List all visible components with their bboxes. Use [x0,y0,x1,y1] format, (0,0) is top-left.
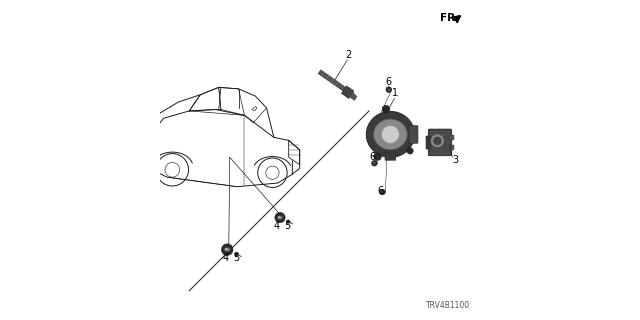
Polygon shape [349,92,357,100]
Polygon shape [318,70,346,91]
Text: 4: 4 [274,221,280,231]
Circle shape [407,148,413,154]
Circle shape [278,216,280,218]
Text: 3: 3 [453,155,459,165]
Text: 6: 6 [378,186,384,196]
Circle shape [374,153,381,160]
Circle shape [225,248,227,250]
Circle shape [286,220,290,224]
Circle shape [371,160,378,166]
Text: 2: 2 [346,50,352,60]
Text: 6: 6 [385,77,392,87]
Text: 5: 5 [284,221,291,231]
Ellipse shape [225,248,230,252]
Text: 6: 6 [370,152,376,162]
Circle shape [381,125,399,143]
Bar [450,145,454,150]
FancyBboxPatch shape [385,152,396,160]
FancyBboxPatch shape [409,125,418,143]
Circle shape [430,134,445,148]
Text: FR.: FR. [440,13,460,23]
Bar [426,136,430,149]
Circle shape [386,87,392,92]
FancyBboxPatch shape [428,129,452,156]
Circle shape [234,252,239,256]
Ellipse shape [366,111,415,157]
Text: TRV4B1100: TRV4B1100 [426,301,470,310]
Text: 4: 4 [223,253,228,263]
Text: 5: 5 [233,253,239,263]
Circle shape [275,212,285,223]
Circle shape [221,244,233,255]
Bar [450,135,454,140]
Polygon shape [341,86,354,99]
Text: 1: 1 [392,88,398,98]
Circle shape [382,105,390,113]
Ellipse shape [374,119,407,150]
Circle shape [380,189,385,195]
Ellipse shape [278,216,283,220]
Circle shape [434,137,442,145]
